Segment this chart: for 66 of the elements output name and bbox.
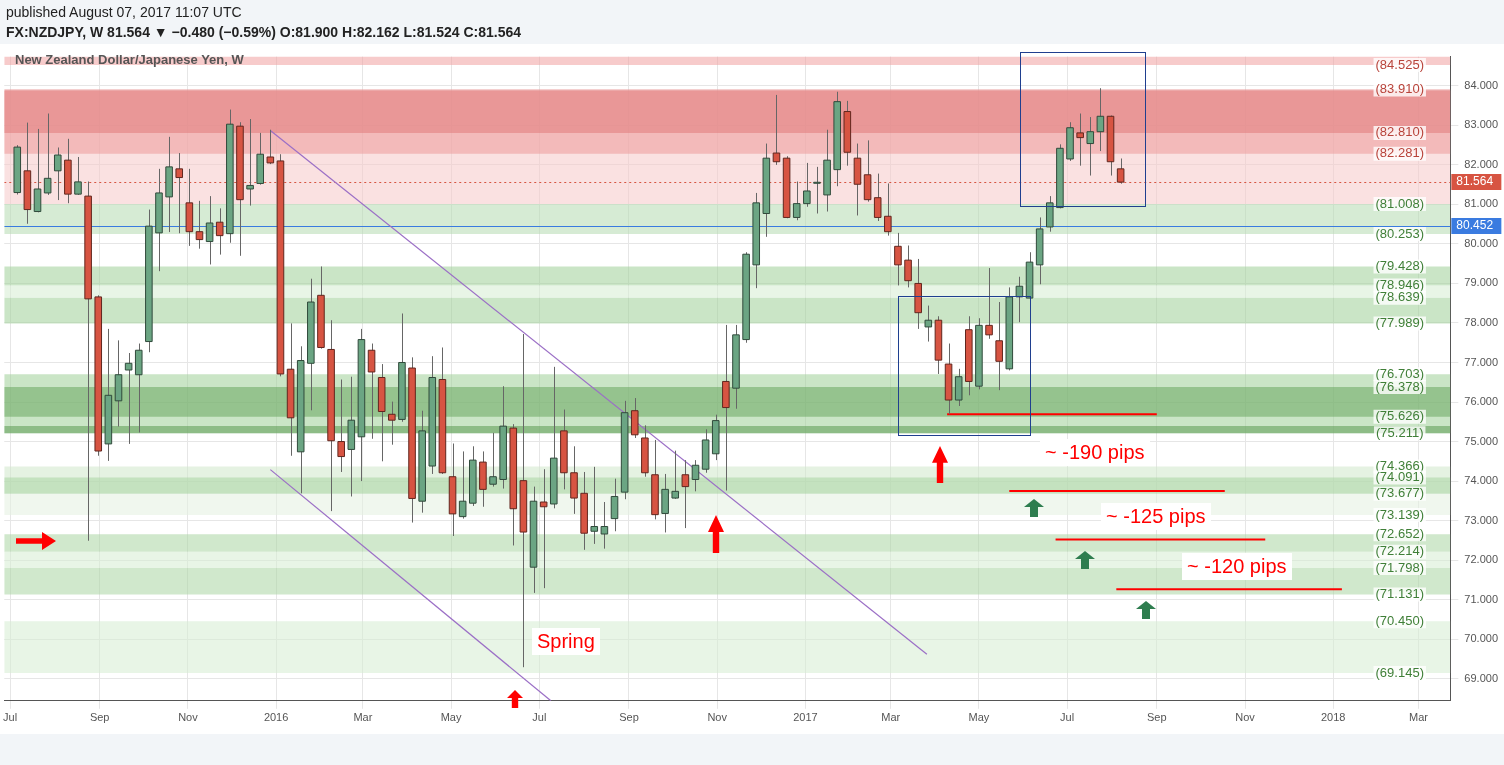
y-tick-label: 83.000 (1464, 118, 1499, 131)
x-tick-label: Sep (1147, 711, 1167, 724)
y-tick-label: 81.000 (1464, 197, 1499, 210)
annotation: ~ -120 pips (1182, 553, 1292, 580)
x-tick-label: Sep (89, 711, 110, 724)
y-tick-label: 75.000 (1464, 434, 1499, 447)
y-tick-label: 70.000 (1464, 632, 1499, 645)
x-tick-label: Jul (1060, 711, 1075, 724)
annotation: (84.525) (1375, 56, 1424, 72)
x-tick-label: Jul (532, 711, 547, 724)
candlestick (489, 432, 497, 488)
annotation: (81.008) (1375, 195, 1424, 211)
annotation: (74.366) (1375, 458, 1424, 474)
y-tick-label: 71.000 (1464, 592, 1499, 605)
x-tick-label: May (440, 711, 462, 724)
x-tick-label: 2017 (793, 711, 818, 724)
annotation: (78.946) (1375, 277, 1424, 293)
y-tick-label: 69.000 (1464, 671, 1499, 684)
x-tick-label: May (968, 711, 990, 724)
annotation: (71.131) (1375, 586, 1424, 602)
annotation: (83.910) (1375, 80, 1424, 96)
annotation: ~ -125 pips (1101, 503, 1211, 530)
annotation: (76.703) (1375, 365, 1424, 381)
annotation: (75.211) (1376, 424, 1424, 440)
y-tick-label: 84.000 (1464, 78, 1499, 91)
x-tick-label: Mar (881, 711, 901, 724)
x-tick-label: Jul (3, 711, 18, 724)
annotation: (79.428) (1375, 258, 1424, 274)
y-tick-label: 74.000 (1464, 474, 1499, 487)
y-tick-label: 73.000 (1464, 513, 1499, 526)
ref-line-label: 81.564 (1456, 174, 1494, 189)
annotation: (82.810) (1375, 124, 1424, 140)
y-tick-label: 80.000 (1464, 236, 1499, 249)
x-tick-label: Nov (178, 711, 199, 724)
annotation: (71.798) (1375, 559, 1424, 575)
y-tick-label: 78.000 (1464, 316, 1499, 329)
x-tick-label: 2016 (263, 711, 289, 724)
x-tick-label: Nov (1235, 711, 1256, 724)
annotation: (75.626) (1375, 408, 1424, 424)
y-tick-label: 72.000 (1464, 553, 1499, 566)
x-tick-label: Mar (353, 711, 373, 724)
candlestick (995, 301, 1003, 391)
annotation: (69.145) (1375, 664, 1424, 680)
annotation: Spring (532, 628, 600, 655)
annotation: (72.652) (1375, 525, 1424, 541)
annotation: (73.139) (1375, 506, 1424, 522)
annotation: (70.450) (1375, 612, 1424, 628)
x-tick-label: 2018 (1320, 711, 1346, 724)
annotation: (73.677) (1375, 485, 1424, 501)
annotation: ~ -190 pips (1040, 439, 1150, 466)
y-tick-label: 77.000 (1464, 355, 1499, 368)
candlestick (74, 156, 82, 196)
text: published August 07, 2017 11:07 UTC (6, 3, 243, 22)
x-tick-label: Nov (707, 711, 728, 724)
ref-line-label: 80.452 (1456, 218, 1494, 233)
y-tick-label: 79.000 (1464, 276, 1499, 289)
annotation: (80.253) (1375, 225, 1424, 241)
annotation: (72.214) (1375, 543, 1424, 559)
x-tick-label: Sep (619, 711, 639, 724)
y-tick-label: 76.000 (1464, 395, 1499, 408)
chart-subtitle: FX:NZDJPY, W 81.564 ▼ −0.480 (−0.59%) O:81.900 H:82.162 L:81.524 C:81.564 (6, 23, 522, 42)
y-tick-label: 82.000 (1464, 157, 1499, 170)
chart-title: New Zealand Dollar/Japanese Yen, W (15, 52, 244, 67)
annotation: (82.281) (1375, 145, 1424, 161)
annotation: (77.989) (1375, 314, 1424, 330)
x-tick-label: Mar (1409, 711, 1429, 724)
